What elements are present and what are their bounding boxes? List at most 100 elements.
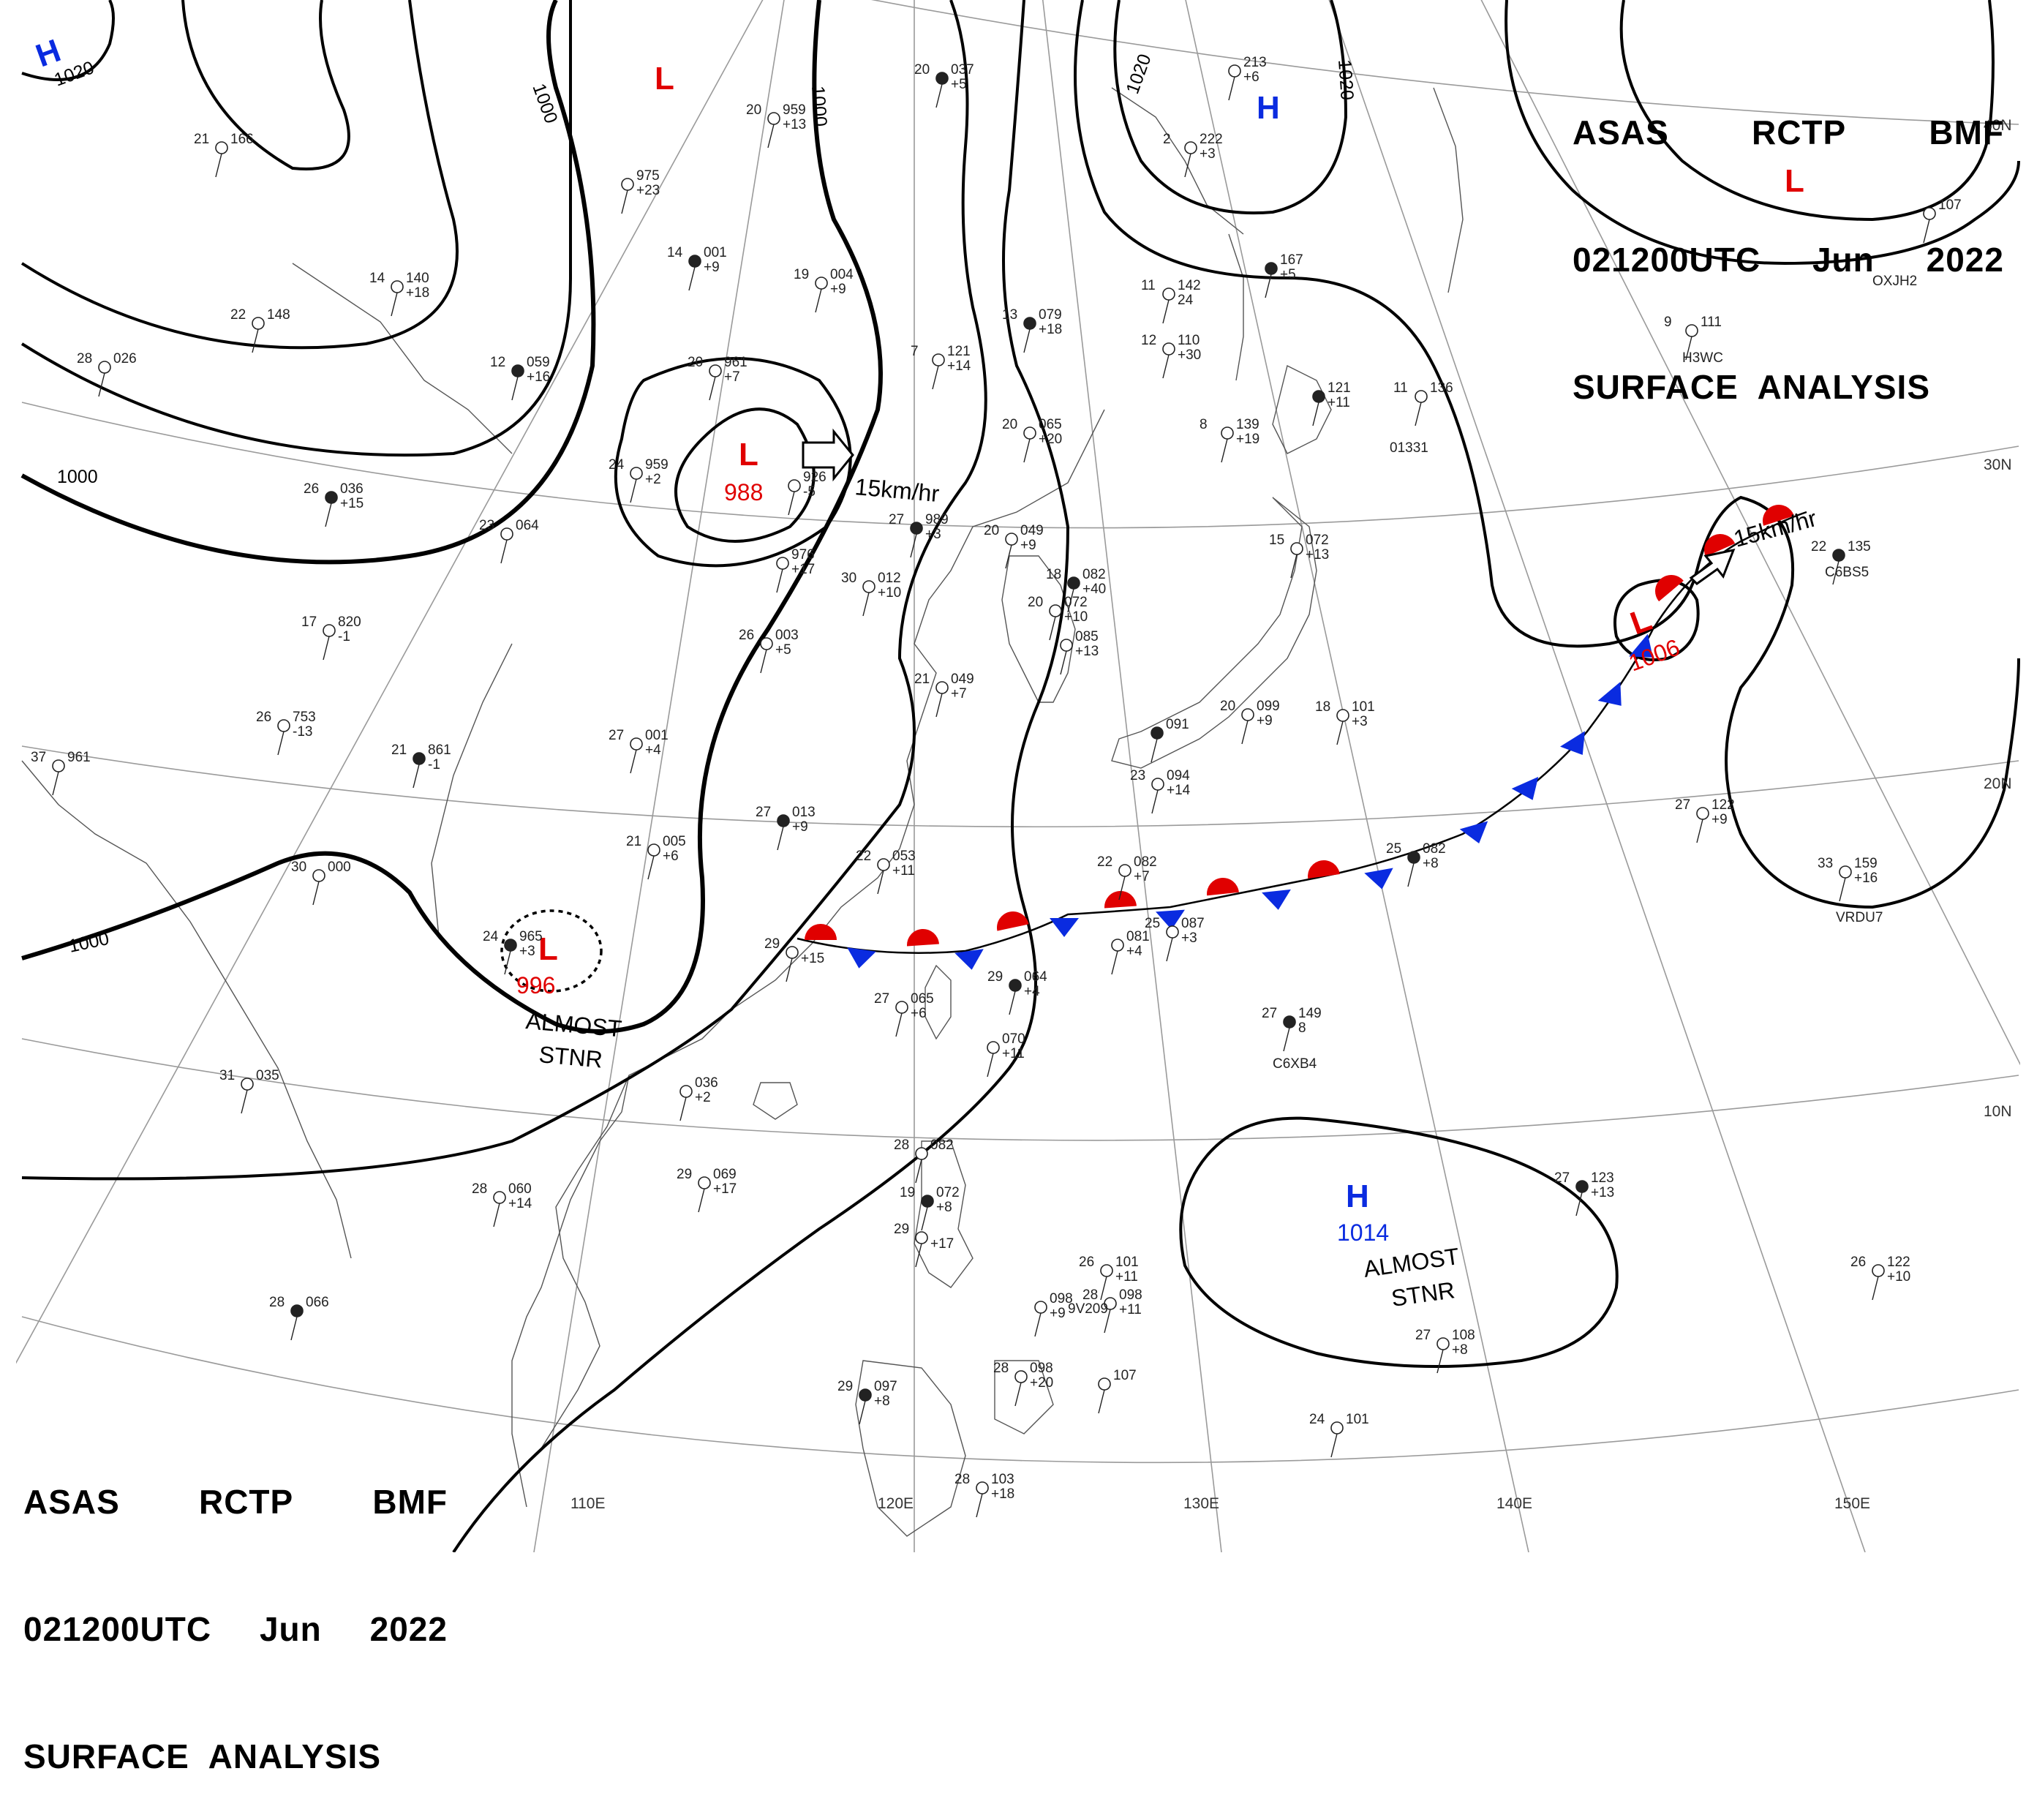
wind-barb (688, 266, 696, 291)
lon-line-130e (1042, 0, 1222, 1552)
high-center-value: 1014 (1337, 1219, 1389, 1246)
station-pressure: 976 (791, 547, 815, 563)
station-temp: 27 (1415, 1328, 1431, 1343)
station-plot: 29 097+8 (837, 1379, 897, 1425)
station-circle (312, 869, 325, 882)
station-temp: 29 (677, 1167, 692, 1182)
station-tendency: +13 (783, 117, 806, 132)
wind-barb (98, 372, 105, 397)
station-tendency: +3 (1200, 146, 1216, 162)
wind-barb (647, 855, 655, 880)
station-tendency: +11 (1119, 1302, 1142, 1317)
station-tendency: +14 (1167, 783, 1191, 798)
station-pressure: 098 (1030, 1361, 1053, 1376)
station-tendency: +30 (1178, 347, 1201, 363)
wind-barb (1005, 544, 1012, 569)
wind-barb (815, 288, 822, 313)
station-pressure: 167 (1280, 252, 1303, 268)
station-circle (1049, 604, 1062, 617)
station-tendency: +17 (791, 562, 815, 577)
station-circle (1832, 549, 1845, 562)
lon-label: 140E (1496, 1495, 1532, 1512)
lon-line-110e (533, 0, 785, 1552)
station-pressure: 091 (1166, 717, 1189, 732)
station-pressure: 085 (1075, 629, 1099, 644)
isobar-nw-2 (20, 0, 459, 350)
station-circle (511, 364, 524, 377)
wind-barb (788, 491, 795, 516)
high-center-letter: H (31, 32, 66, 74)
station-plot: 28 026 (77, 351, 137, 397)
wind-barb (1151, 789, 1159, 814)
station-temp: 26 (739, 628, 754, 643)
station-temp: 20 (1220, 699, 1235, 714)
station-tendency: +13 (1306, 547, 1329, 563)
station-circle (1407, 851, 1420, 864)
station-plot: 14 140+18 (369, 271, 429, 317)
wind-barb (1283, 1027, 1290, 1052)
india-coast (21, 760, 352, 1259)
station-tendency: +11 (892, 863, 915, 879)
station-circle (1023, 317, 1036, 330)
wind-barb (52, 771, 59, 796)
isobar-1012-ne (1505, 0, 2020, 266)
station-circle (862, 580, 875, 593)
station-pressure: 103 (991, 1472, 1014, 1487)
station-pressure: 065 (911, 991, 934, 1007)
low-center-letter: L (538, 931, 558, 967)
station-temp: 29 (987, 969, 1003, 985)
station-plot: 26 122+10 (1850, 1255, 1910, 1301)
cold-front-triangle (1597, 682, 1622, 706)
station-tendency: +17 (713, 1181, 737, 1197)
station-pressure: 926 (803, 470, 826, 485)
station-pressure: 101 (1352, 699, 1375, 715)
station-temp: 13 (1002, 307, 1017, 323)
lat-label: 30N (1984, 456, 2012, 473)
station-tendency: +20 (1030, 1375, 1053, 1391)
wind-barb (1923, 219, 1930, 244)
cold-front-barbs (847, 633, 1653, 970)
lon-line-140e (1185, 0, 1529, 1552)
station-plot: 28 098+20 (993, 1361, 1053, 1407)
wind-barb (1184, 153, 1191, 178)
motion-arrows (802, 428, 1736, 585)
station-tendency: +9 (792, 819, 808, 835)
station-circle (915, 1147, 928, 1160)
station-circle (776, 557, 789, 570)
station-circle (1265, 262, 1278, 275)
station-pressure: 094 (1167, 768, 1190, 783)
station-temp: 29 (837, 1379, 853, 1394)
station-temp: 28 (472, 1181, 487, 1197)
station-temp: 27 (756, 805, 771, 820)
isobar-1000-west (20, 0, 596, 565)
isobar-1000-main (21, 0, 883, 1034)
warm-front-semicircle (907, 929, 939, 947)
station-pressure: 861 (428, 742, 451, 758)
header-year: 2022 (1926, 241, 2004, 279)
wind-barb (1221, 438, 1228, 463)
station-tendency: +18 (1039, 322, 1062, 337)
station-plot: 20 065+20 (1002, 417, 1062, 463)
station-plot: 26 036+15 (304, 481, 364, 527)
header-month: Jun (1812, 241, 1875, 279)
wind-barb (630, 749, 637, 774)
header-code: BMF (372, 1483, 448, 1521)
station-pressure: 107 (1113, 1368, 1137, 1383)
header-line-1: ASAS RCTP BMF (1573, 111, 2004, 154)
station-circle (252, 317, 265, 330)
station-pressure: 035 (256, 1068, 279, 1083)
wind-barb (679, 1097, 687, 1121)
station-temp: 26 (304, 481, 319, 497)
ship-id: H3WC (1682, 350, 1723, 366)
station-temp: 20 (746, 102, 761, 118)
station-pressure: 135 (1848, 539, 1871, 554)
header-title: SURFACE ANALYSIS (1573, 368, 1931, 406)
station-circle (1162, 287, 1175, 301)
station-circle (760, 637, 773, 650)
station-tendency: +16 (1854, 870, 1878, 886)
header-time: 021200UTC (23, 1610, 212, 1648)
station-plot: 27 123+13 (1554, 1170, 1614, 1217)
isobar-1008 (452, 0, 1070, 1552)
isobar-nw-1 (181, 0, 350, 170)
station-temp: 22 (1097, 854, 1112, 870)
